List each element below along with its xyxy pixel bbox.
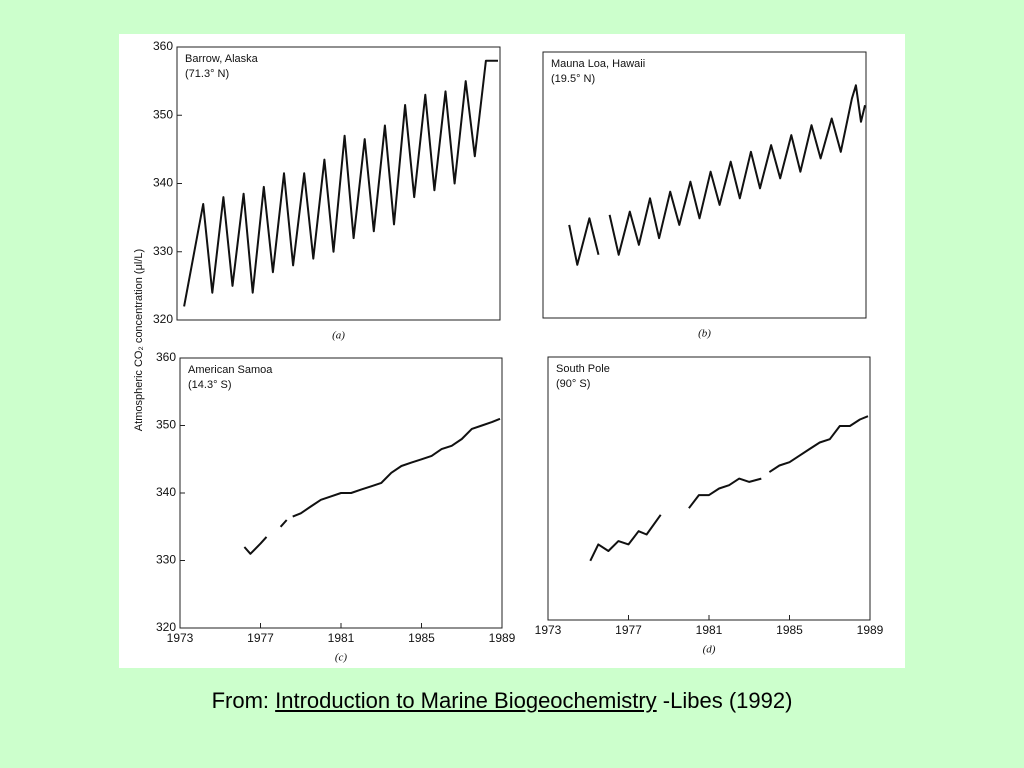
- caption-source: Introduction to Marine Biogeochemistry: [275, 688, 657, 713]
- x-tick-label: 1981: [696, 623, 723, 637]
- panel-label: (d): [703, 644, 716, 656]
- y-tick-label: 350: [153, 107, 173, 121]
- y-tick-label: 320: [153, 312, 173, 326]
- x-tick-label: 1977: [615, 623, 642, 637]
- data-line: [589, 415, 869, 562]
- y-tick-label: 340: [153, 176, 173, 190]
- y-tick-label: 330: [153, 244, 173, 258]
- panel-label: (b): [698, 328, 711, 340]
- data-line: [183, 59, 498, 307]
- station-latitude: (14.3° S): [188, 379, 232, 391]
- station-name: American Samoa: [188, 364, 273, 376]
- y-tick-label: 320: [156, 620, 176, 634]
- x-tick-label: 1981: [328, 631, 355, 645]
- data-line: [243, 417, 501, 555]
- plot-frame: [547, 356, 871, 621]
- x-tick-label: 1973: [167, 631, 194, 645]
- y-axis-label: Atmospheric CO₂ concentration (μl/L): [133, 249, 145, 431]
- y-tick-label: 340: [156, 485, 176, 499]
- x-tick-label: 1985: [776, 623, 803, 637]
- figure-panel: Atmospheric CO₂ concentration (μl/L) 320…: [119, 34, 905, 668]
- station-latitude: (71.3° N): [185, 68, 229, 80]
- plot-frame: [176, 46, 501, 321]
- plot-frame: [542, 51, 867, 319]
- station-name: South Pole: [556, 363, 610, 375]
- caption: From: Introduction to Marine Biogeochemi…: [0, 688, 1004, 714]
- station-latitude: (19.5° N): [551, 73, 595, 85]
- station-name: Barrow, Alaska: [185, 53, 259, 65]
- panel-label: (a): [332, 330, 345, 342]
- caption-prefix: From:: [211, 688, 270, 713]
- y-tick-label: 360: [153, 39, 173, 53]
- y-tick-label: 360: [156, 350, 176, 364]
- station-latitude: (90° S): [556, 378, 590, 390]
- station-name: Mauna Loa, Hawaii: [551, 58, 645, 70]
- figure: Atmospheric CO₂ concentration (μl/L) 320…: [133, 39, 884, 664]
- x-tick-label: 1973: [535, 623, 562, 637]
- panel-label: (c): [335, 652, 348, 664]
- caption-suffix: -Libes (1992): [662, 688, 793, 713]
- y-tick-label: 330: [156, 553, 176, 567]
- x-tick-label: 1989: [489, 631, 516, 645]
- x-tick-label: 1985: [408, 631, 435, 645]
- data-line: [568, 84, 866, 266]
- x-tick-label: 1977: [247, 631, 274, 645]
- x-tick-label: 1989: [857, 623, 884, 637]
- y-tick-label: 350: [156, 418, 176, 432]
